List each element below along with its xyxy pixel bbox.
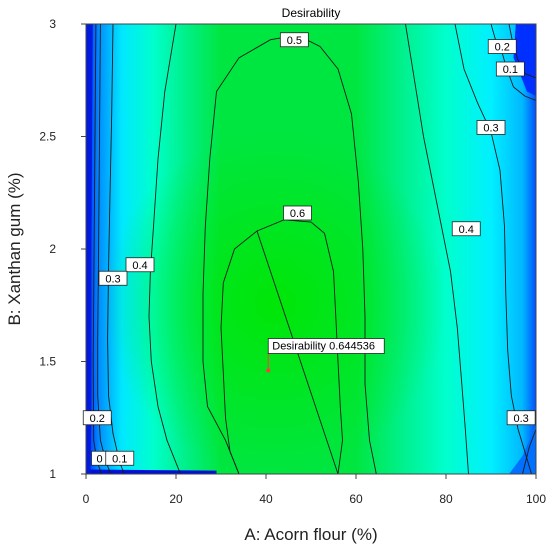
y-axis: 1 1.5 2 2.5 3 xyxy=(39,17,86,481)
y-tick-label: 1 xyxy=(49,467,56,481)
contour-label: 0.1 xyxy=(105,450,135,466)
contour-0.1-right xyxy=(508,24,536,79)
contour-label-text: 0.6 xyxy=(290,208,305,220)
contour-label-box xyxy=(105,450,135,466)
contour-label-text: 0.4 xyxy=(132,260,147,272)
y-tick-label: 1.5 xyxy=(39,355,56,369)
contour-label-box xyxy=(451,221,481,237)
contour-label-box xyxy=(125,257,155,273)
contour-label-box xyxy=(487,39,517,54)
desirability-color-field xyxy=(86,24,536,474)
contour-label-text: 0.3 xyxy=(105,273,120,285)
contour-label-box xyxy=(279,32,309,48)
contour-0.4-right xyxy=(405,24,469,474)
contour-label-text: 0.1 xyxy=(112,453,127,465)
x-tick-label: 100 xyxy=(526,492,546,506)
contour-label-text: 0.2 xyxy=(90,413,105,425)
contour-label: 0.3 xyxy=(98,270,128,286)
contour-label-text: 0.1 xyxy=(503,64,518,76)
contour-label-text: 0.2 xyxy=(495,42,510,54)
contour-label-box xyxy=(506,410,536,426)
contour-0.3-right xyxy=(454,24,532,474)
x-axis: 0 20 40 60 80 100 xyxy=(83,474,546,506)
x-tick-label: 60 xyxy=(349,492,363,506)
contour-0.6 xyxy=(256,219,343,474)
contour-label: 0.3 xyxy=(476,120,506,135)
contour-label-box xyxy=(476,120,506,135)
contour-label-text: 0.3 xyxy=(514,413,529,425)
contour-label-text: 0.4 xyxy=(459,224,474,236)
y-axis-label: B: Xanthan gum (%) xyxy=(5,172,24,325)
contour-0.4-left xyxy=(148,24,181,474)
contour-label: 0 xyxy=(91,450,108,466)
contour-label: 0.5 xyxy=(279,32,309,48)
optimum-point: Desirability 0.644536 xyxy=(266,338,385,373)
contour-label: 0.6 xyxy=(283,205,312,221)
contour-label-text: 0.3 xyxy=(483,123,498,135)
contour-label-box xyxy=(283,205,312,221)
contour-label-box xyxy=(98,270,128,286)
y-tick-label: 2 xyxy=(49,242,56,256)
contour-label: 0.2 xyxy=(82,410,112,426)
contour-label-box xyxy=(82,410,112,426)
contour-labels: 0.5 0.6 0.4 0.3 0.2 0 0.1 0.2 0.1 0.3 0.4 0.3 xyxy=(82,32,536,466)
chart-title: Desirability xyxy=(282,6,341,20)
field-optimum-glow xyxy=(86,24,536,474)
contour-label-text: 0 xyxy=(96,453,102,465)
x-axis-label: A: Acorn flour (%) xyxy=(244,525,377,544)
x-tick-label: 80 xyxy=(439,492,453,506)
contour-label-text: 0.5 xyxy=(287,35,302,47)
contour-label: 0.4 xyxy=(125,257,155,273)
contour-label: 0.1 xyxy=(495,61,525,77)
x-tick-label: 0 xyxy=(83,492,90,506)
optimum-label-box xyxy=(267,338,385,354)
y-tick-label: 3 xyxy=(49,17,56,31)
x-tick-label: 20 xyxy=(169,492,183,506)
contour-label-box xyxy=(495,61,525,77)
contour-label: 0.2 xyxy=(487,39,517,54)
contour-label: 0.3 xyxy=(506,410,536,426)
contour-0.6-left xyxy=(220,230,258,474)
optimum-label-text: Desirability 0.644536 xyxy=(272,341,375,353)
field-zero-strip-left xyxy=(86,24,93,474)
x-tick-label: 40 xyxy=(259,492,273,506)
field-zero-strip-bottom xyxy=(86,469,217,474)
contour-label: 0.4 xyxy=(451,221,481,237)
contour-0.2-bottom-right xyxy=(522,428,536,474)
field-low-region-top-right xyxy=(513,24,536,96)
y-tick-label: 2.5 xyxy=(39,130,56,144)
field-low-region-bottom-right xyxy=(509,424,536,474)
